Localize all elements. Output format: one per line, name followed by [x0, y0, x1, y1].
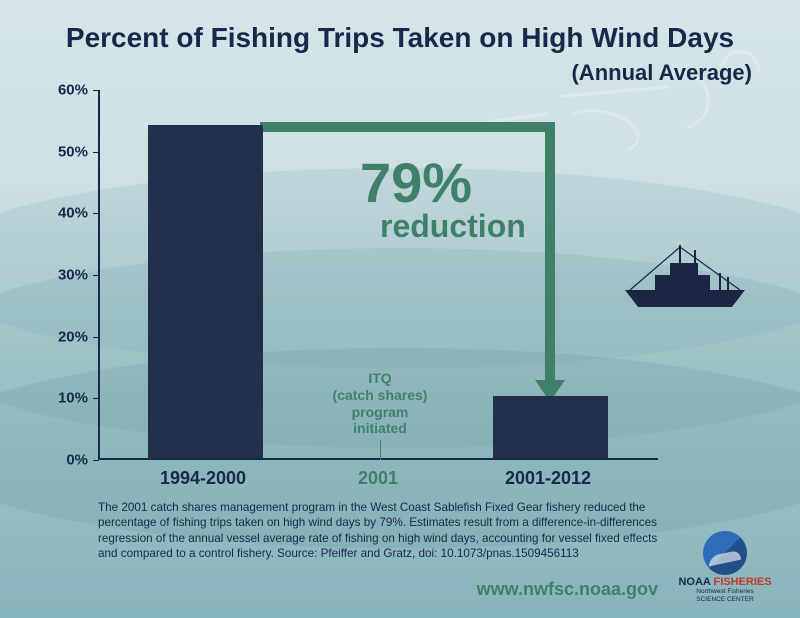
- footnote-text: The 2001 catch shares management program…: [98, 500, 658, 562]
- reduction-percent: 79%: [360, 150, 472, 215]
- chart-subtitle: (Annual Average): [571, 60, 752, 86]
- y-axis-label: 30%: [58, 267, 88, 284]
- y-axis-label: 10%: [58, 390, 88, 407]
- y-axis-tick: [93, 275, 99, 276]
- noaa-emblem-icon: [703, 531, 747, 575]
- y-axis-label: 60%: [58, 82, 88, 99]
- x-axis-label: 2001-2012: [505, 468, 591, 489]
- chart-title: Percent of Fishing Trips Taken on High W…: [0, 22, 800, 54]
- plot-area: 79% reduction ITQ (catch shares) program…: [98, 90, 658, 460]
- x-axis-event-label: 2001: [358, 468, 398, 489]
- source-url: www.nwfsc.noaa.gov: [477, 579, 658, 600]
- y-axis-tick: [93, 460, 99, 461]
- y-axis-tick: [93, 398, 99, 399]
- event-note: ITQ (catch shares) program initiated: [320, 370, 440, 437]
- y-axis-tick: [93, 90, 99, 91]
- ship-icon: [620, 245, 750, 310]
- y-axis-label: 0%: [66, 452, 88, 469]
- chart-area: 79% reduction ITQ (catch shares) program…: [38, 90, 698, 485]
- event-marker-line: [380, 440, 381, 460]
- reduction-arrow: [260, 122, 550, 132]
- y-axis-label: 20%: [58, 328, 88, 345]
- bar: [148, 125, 263, 458]
- bar: [493, 396, 608, 458]
- reduction-label: reduction: [380, 208, 526, 245]
- y-axis-tick: [93, 337, 99, 338]
- y-axis-label: 40%: [58, 205, 88, 222]
- y-axis-label: 50%: [58, 143, 88, 160]
- x-axis-label: 1994-2000: [160, 468, 246, 489]
- y-axis-tick: [93, 213, 99, 214]
- noaa-logo: NOAA FISHERIES Northwest Fisheries SCIEN…: [670, 531, 780, 604]
- reduction-arrow: [545, 122, 555, 382]
- y-axis-tick: [93, 152, 99, 153]
